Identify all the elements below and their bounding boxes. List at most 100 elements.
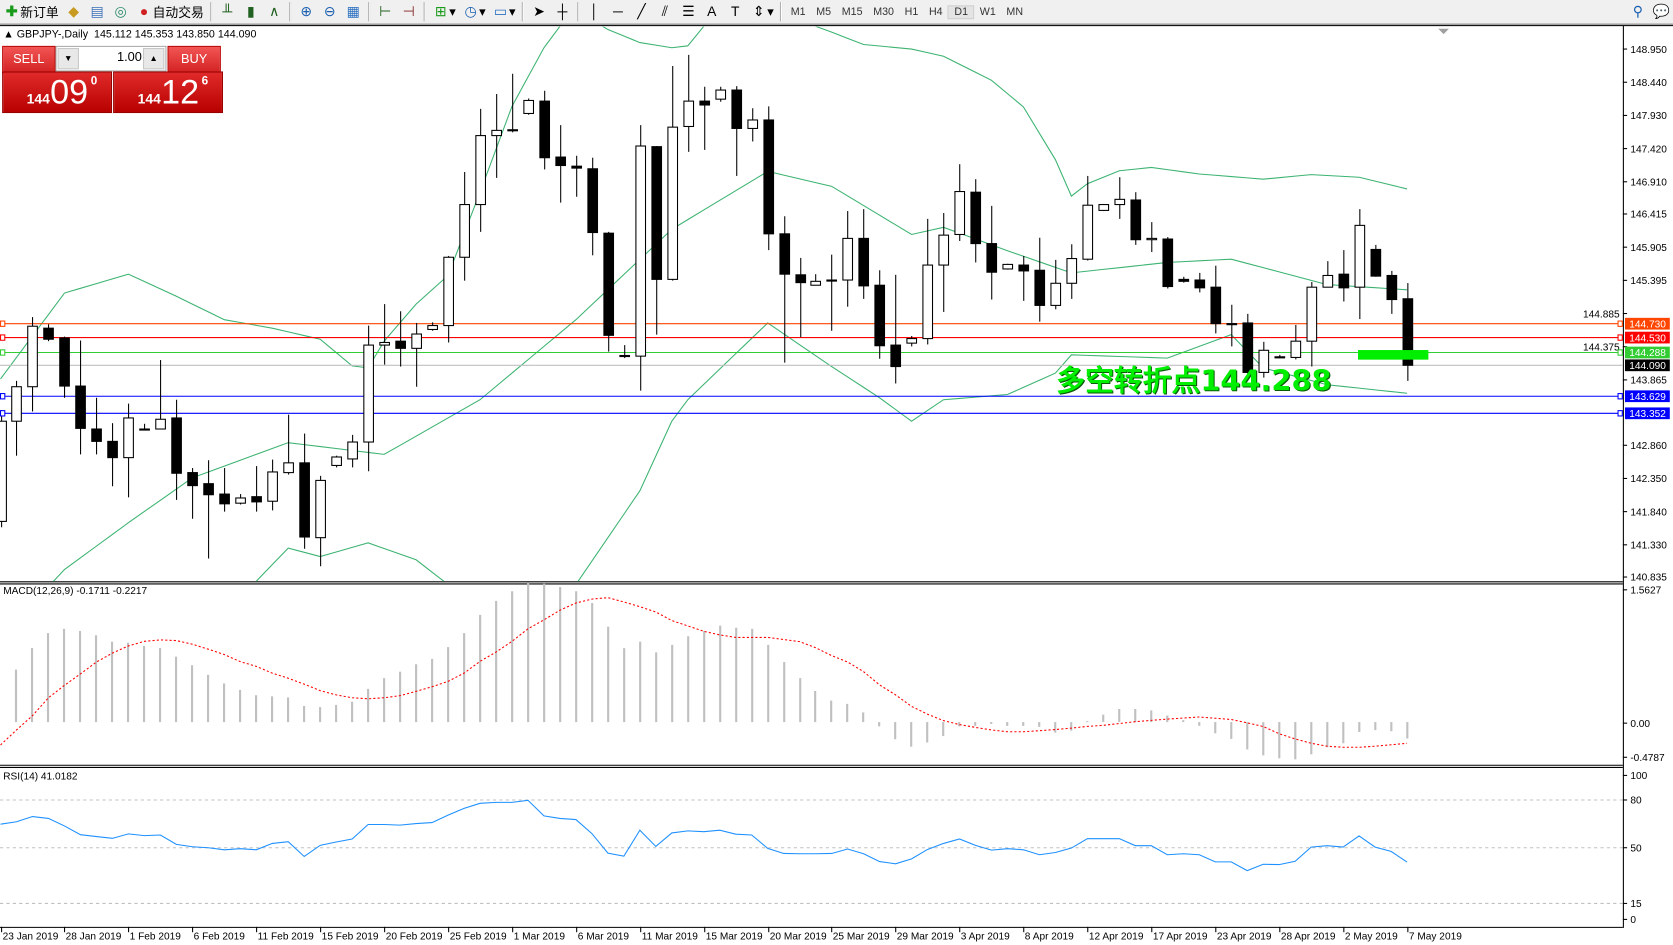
timeframe-d1[interactable]: D1: [947, 4, 975, 19]
fibonacci-icon: ☰: [682, 3, 695, 20]
buy-price-button[interactable]: 144 12 6: [113, 71, 223, 114]
sell-price-button[interactable]: 144 09 0: [2, 71, 113, 114]
candle: [635, 125, 647, 391]
macd-histogram-bar: [14, 669, 18, 723]
new-order-button[interactable]: ✚ 新订单: [0, 1, 62, 22]
price-tick-label: 145.395: [1630, 276, 1667, 287]
candlestick-button[interactable]: ▮: [239, 1, 262, 22]
macd-histogram-bar: [1182, 720, 1185, 723]
data-window-button[interactable]: ▤: [85, 1, 108, 22]
vertical-line-button[interactable]: │: [583, 1, 606, 22]
macd-histogram-bar: [255, 695, 258, 723]
indicators-button[interactable]: ⊞ ▾: [429, 1, 459, 22]
macd-histogram-bar: [1278, 722, 1281, 759]
price-tick-label: 146.415: [1630, 210, 1667, 221]
bollinger-lower-band: [255, 322, 1408, 582]
text-label-button[interactable]: T: [724, 1, 747, 22]
pivot-annotation: 多空转折点144.288: [1056, 364, 1332, 398]
cursor-button[interactable]: ➤: [527, 1, 550, 22]
macd-histogram-bar: [142, 645, 146, 723]
trendline-button[interactable]: ╱: [630, 1, 653, 22]
arrows-button[interactable]: ⇕ ▾: [747, 1, 777, 22]
lot-size-stepper[interactable]: ▼ 1.00 ▲: [55, 45, 167, 72]
macd-histogram-bar: [1230, 722, 1233, 739]
buy-button[interactable]: BUY: [167, 45, 221, 74]
macd-histogram-bar: [158, 648, 162, 723]
collapse-triangle-icon[interactable]: ▲: [3, 28, 14, 41]
candle: [1194, 272, 1206, 293]
candle: [139, 423, 150, 431]
auto-scroll-button[interactable]: ⊢: [373, 1, 396, 22]
lot-increase-button[interactable]: ▲: [142, 47, 165, 70]
candle: [603, 231, 615, 352]
price-tick-label: 143.865: [1630, 376, 1667, 387]
search-button[interactable]: ⚲: [1626, 1, 1649, 22]
timeframe-w1[interactable]: W1: [979, 5, 996, 18]
fibonacci-button[interactable]: ☰: [677, 1, 700, 22]
auto-trading-button[interactable]: ● 自动交易: [132, 1, 207, 22]
candle: [874, 270, 886, 359]
text-button[interactable]: A: [700, 1, 723, 22]
bull-candle-body: [1066, 258, 1078, 284]
macd-histogram-bar: [910, 722, 913, 747]
candle: [954, 164, 966, 241]
sell-button[interactable]: SELL: [2, 45, 56, 74]
market-watch-button[interactable]: ◆: [62, 1, 85, 22]
macd-histogram-bar: [527, 582, 530, 723]
search-icon: ⚲: [1632, 3, 1643, 20]
cursor-icon: ➤: [533, 3, 545, 20]
timeframe-h1[interactable]: H1: [904, 5, 919, 18]
time-tick-label: 23 Apr 2019: [1217, 932, 1272, 943]
macd-histogram-bar: [894, 722, 897, 740]
bear-candle-body: [1178, 278, 1190, 282]
periods-button[interactable]: ◷ ▾: [459, 1, 489, 22]
navigator-button[interactable]: ◎: [109, 1, 132, 22]
lot-decrease-button[interactable]: ▼: [57, 47, 79, 70]
zoom-in-button[interactable]: ⊕: [295, 1, 318, 22]
timeframe-bar: M1 M5 M15 M30 H1 H4 D1 W1 MN: [785, 4, 1028, 19]
candle: [75, 340, 86, 455]
time-tick-label: 25 Mar 2019: [833, 932, 890, 943]
candle: [331, 455, 342, 468]
crosshair-button[interactable]: ┼: [551, 1, 574, 22]
tile-windows-button[interactable]: ▦: [341, 1, 364, 22]
timeframe-m30[interactable]: M30: [873, 5, 894, 18]
candle: [251, 466, 262, 512]
macd-histogram-bar: [287, 697, 290, 723]
bull-candle-body: [507, 129, 519, 132]
chart-shift-button[interactable]: ⊣: [397, 1, 420, 22]
main-price-panel: [0, 26, 1623, 582]
zoom-out-button[interactable]: ⊖: [318, 1, 341, 22]
bear-candle-body: [795, 274, 807, 284]
timeframe-mn[interactable]: MN: [1006, 5, 1024, 18]
price-tag-144.090: [1624, 359, 1670, 372]
chat-button[interactable]: 💬: [1650, 1, 1673, 22]
crosshair-icon: ┼: [557, 3, 568, 20]
bar-chart-button[interactable]: ╨: [216, 1, 239, 22]
timeframe-m15[interactable]: M15: [841, 5, 863, 18]
candle: [1274, 354, 1286, 359]
templates-button[interactable]: ▭ ▾: [493, 3, 516, 20]
macd-histogram-bar: [126, 642, 130, 723]
macd-histogram-bar: [1038, 722, 1041, 727]
bull-candle-body: [1002, 263, 1014, 270]
macd-histogram-bar: [463, 633, 466, 723]
candle: [555, 125, 567, 203]
bull-candle-body: [11, 386, 22, 422]
timeframe-h4[interactable]: H4: [928, 5, 943, 18]
bear-candle-body: [1130, 199, 1142, 241]
lot-size-input[interactable]: 1.00: [116, 49, 142, 64]
macd-histogram-bar: [974, 722, 977, 726]
toolbar-divider: [423, 2, 426, 22]
candle: [363, 325, 374, 472]
time-tick-label: 6 Mar 2019: [578, 932, 630, 943]
horizontal-line-button[interactable]: ─: [606, 1, 629, 22]
timeframe-m1[interactable]: M1: [790, 5, 806, 18]
bear-candle-body: [571, 165, 583, 169]
equidistant-channel-button[interactable]: ⫽: [653, 1, 676, 22]
bull-candle-body: [523, 99, 535, 115]
timeframe-m5[interactable]: M5: [816, 5, 832, 18]
equidistant-channel-icon: ⫽: [661, 3, 668, 20]
line-chart-button[interactable]: ∧: [263, 1, 286, 22]
